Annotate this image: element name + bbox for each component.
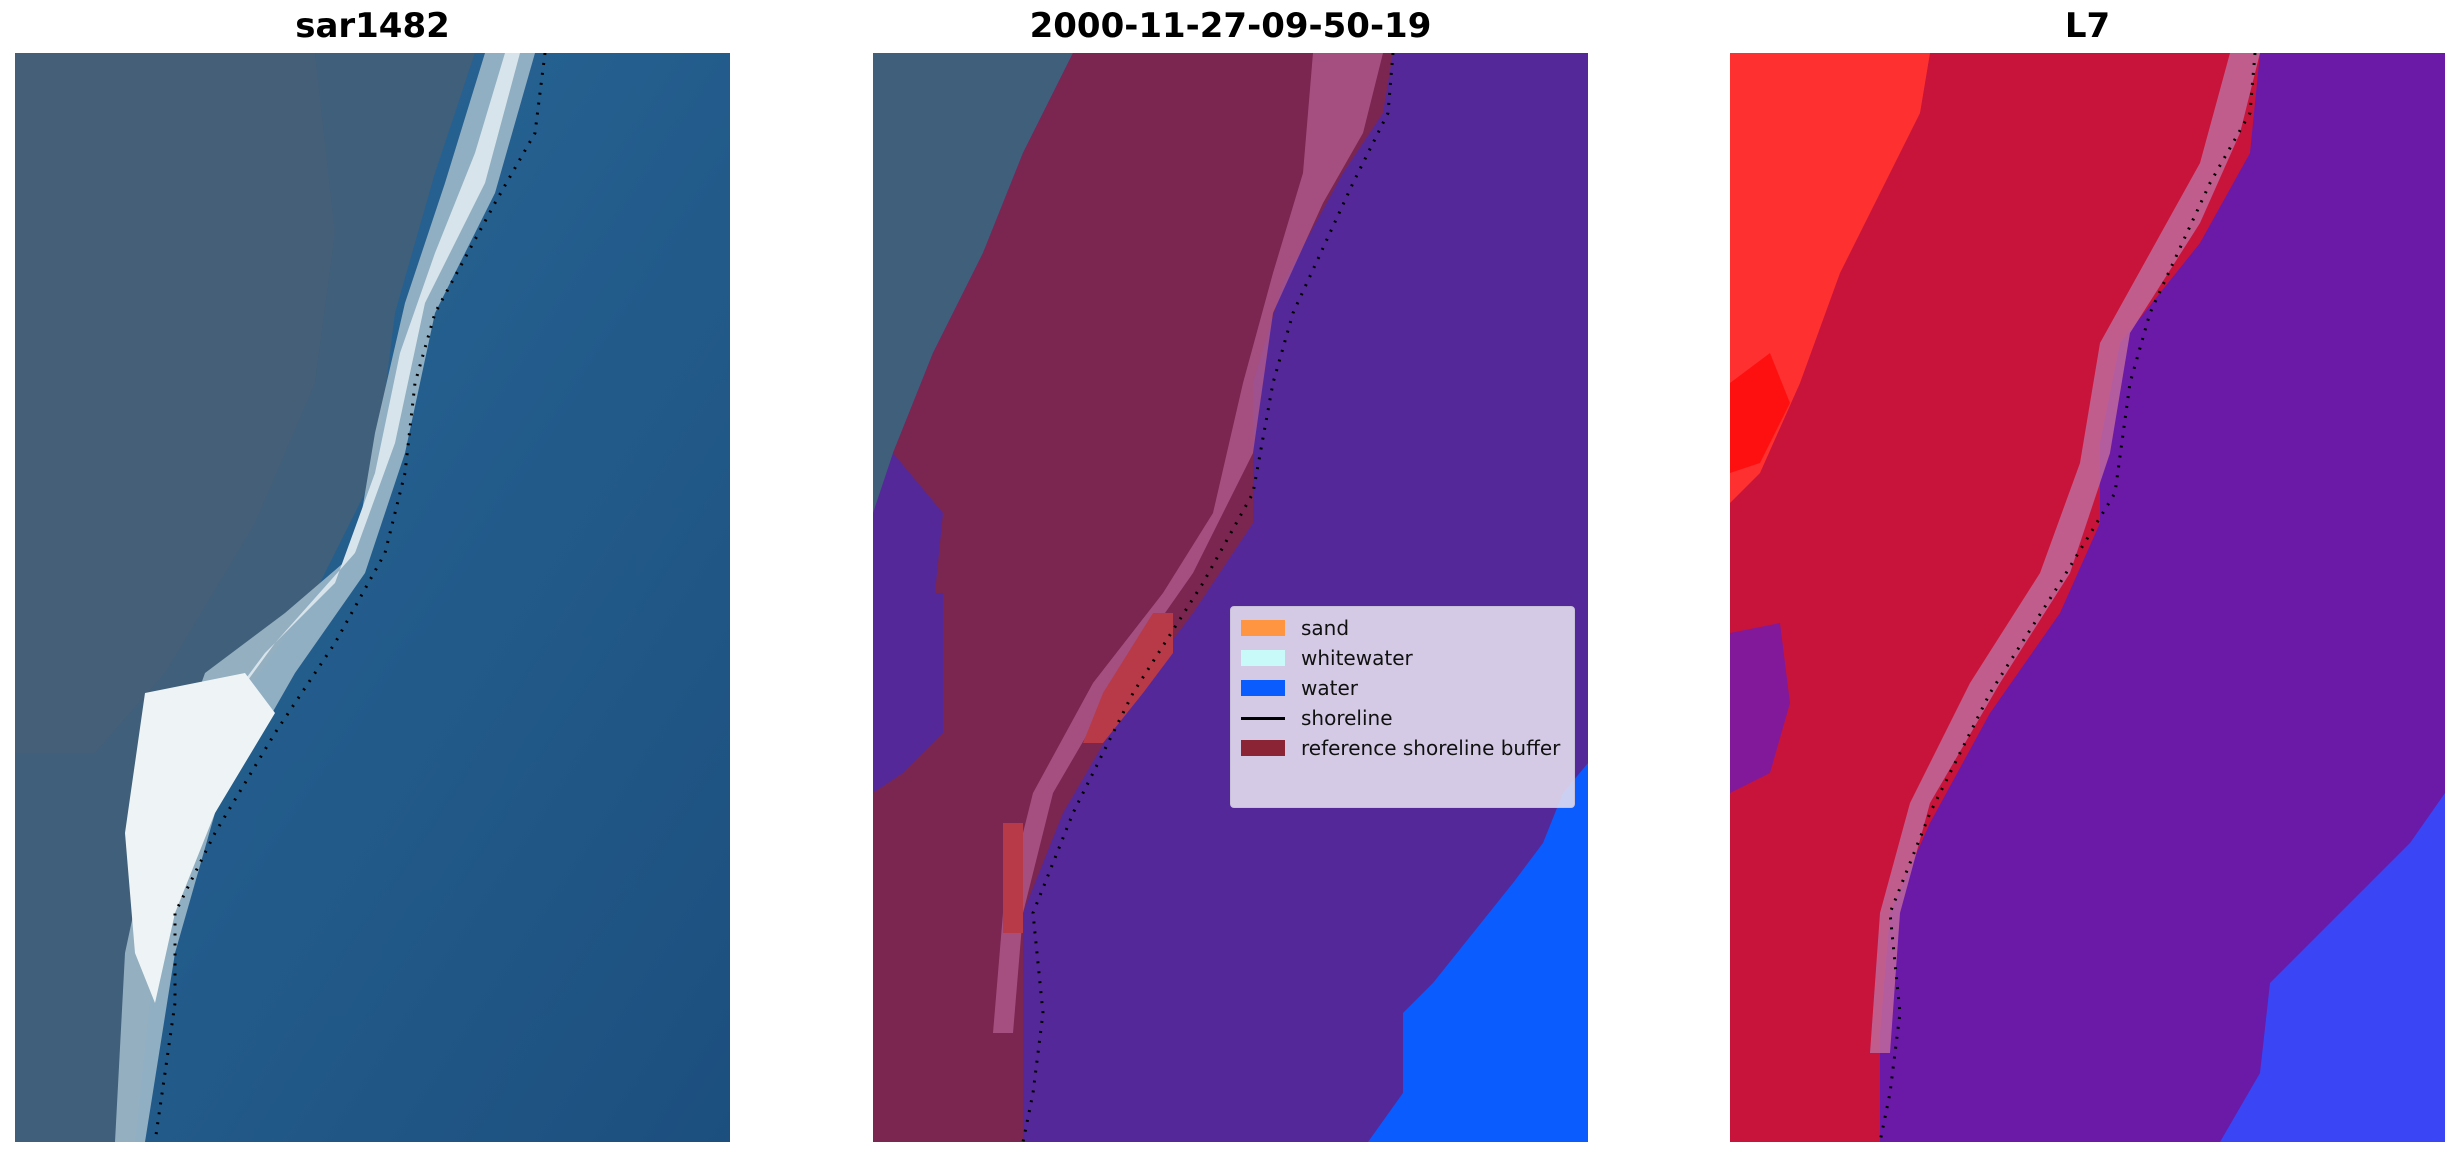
legend-label: reference shoreline buffer — [1301, 736, 1561, 760]
legend-line-shoreline — [1241, 716, 1285, 720]
legend-item-water: water — [1241, 673, 1564, 703]
legend-label: water — [1301, 676, 1358, 700]
legend-item-sand: sand — [1241, 613, 1564, 643]
panel-title-classification: 2000-11-27-09-50-19 — [1029, 6, 1432, 46]
panel-title-l7: L7 — [2064, 6, 2111, 46]
panel-title-rgb: sar1482 — [295, 6, 450, 46]
legend-item-whitewater: whitewater — [1241, 643, 1564, 673]
shoreline-line — [1021, 53, 1395, 1142]
classification-image — [873, 53, 1588, 1142]
legend-swatch-buffer — [1241, 740, 1285, 756]
rgb-satellite-image — [15, 53, 730, 1142]
legend-label: sand — [1301, 616, 1350, 640]
legend: sand whitewater water shoreline referenc… — [1230, 606, 1575, 808]
legend-label: whitewater — [1301, 646, 1413, 670]
legend-label: shoreline — [1301, 706, 1393, 730]
l7-image — [1730, 53, 2445, 1142]
legend-swatch-sand — [1241, 620, 1285, 636]
legend-swatch-water — [1241, 680, 1285, 696]
shoreline-line — [1878, 53, 2257, 1142]
legend-item-buffer: reference shoreline buffer — [1241, 733, 1564, 763]
legend-item-shoreline: shoreline — [1241, 703, 1564, 733]
legend-swatch-whitewater — [1241, 650, 1285, 666]
